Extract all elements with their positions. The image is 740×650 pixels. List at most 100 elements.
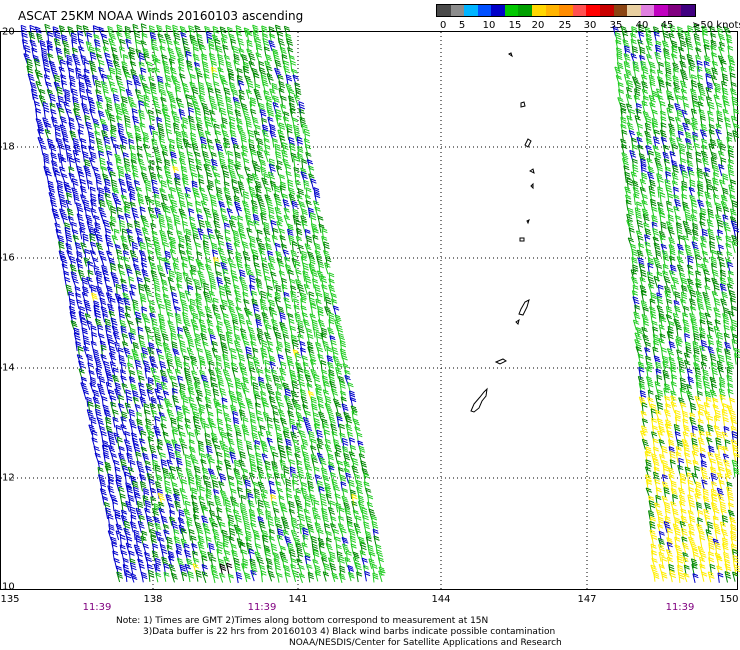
wind-barb — [207, 468, 215, 478]
wind-barb — [278, 87, 285, 99]
wind-barb — [268, 40, 276, 52]
wind-barb — [101, 444, 109, 457]
wind-barb — [90, 208, 97, 219]
wind-barb — [650, 564, 658, 576]
wind-barb — [101, 396, 108, 407]
wind-barb — [120, 424, 127, 436]
wind-barb — [693, 354, 700, 367]
wind-barb — [714, 529, 721, 541]
scale-color-4 — [491, 5, 505, 16]
wind-barb — [324, 402, 332, 414]
wind-barb — [155, 338, 163, 351]
wind-barb — [241, 200, 250, 211]
wind-barb — [266, 198, 273, 211]
wind-barb — [181, 443, 188, 456]
wind-barb — [310, 223, 318, 233]
wind-barb — [153, 503, 160, 513]
wind-barb — [130, 423, 137, 435]
wind-barb — [199, 501, 207, 514]
wind-barb — [148, 67, 155, 78]
wind-barb — [661, 249, 669, 260]
wind-barb — [707, 339, 715, 351]
wind-barb — [614, 66, 622, 78]
wind-barb — [109, 221, 116, 232]
wind-barb — [315, 331, 322, 344]
wind-barb — [316, 255, 324, 268]
wind-barb — [337, 332, 345, 344]
wind-barb — [350, 489, 357, 499]
wind-barb — [616, 53, 623, 64]
wind-barb — [233, 53, 240, 64]
wind-barb — [682, 201, 689, 211]
wind-barb — [681, 170, 689, 183]
wind-barb — [659, 333, 666, 344]
wind-barb — [129, 327, 137, 338]
wind-barb — [645, 137, 653, 148]
wind-barb — [71, 88, 78, 100]
wind-barb — [666, 90, 673, 100]
wind-barb — [291, 68, 298, 79]
wind-barb — [697, 82, 704, 93]
wind-barb — [335, 366, 342, 379]
wind-barb — [726, 405, 734, 415]
wind-barb — [219, 521, 226, 534]
wind-barb — [104, 109, 113, 121]
wind-barb — [258, 102, 265, 114]
wind-barb — [290, 431, 298, 442]
scale-tick-1: 5 — [458, 20, 466, 31]
wind-barb — [641, 199, 648, 211]
wind-barb — [186, 381, 194, 393]
wind-barb — [719, 276, 727, 289]
wind-barb — [142, 143, 150, 155]
wind-barb — [699, 534, 706, 548]
wind-barb — [669, 570, 677, 583]
wind-barb — [95, 408, 102, 421]
wind-barb — [157, 264, 164, 275]
wind-barb — [258, 381, 266, 393]
wind-barb — [304, 494, 311, 506]
wind-barb — [690, 214, 698, 226]
wind-barb — [74, 60, 81, 72]
wind-barb — [81, 327, 88, 337]
wind-barb — [68, 75, 76, 86]
wind-barb — [167, 193, 175, 205]
wind-barb — [292, 208, 299, 219]
wind-barb — [142, 360, 151, 372]
wind-barb — [85, 80, 92, 92]
wind-barb — [718, 164, 725, 177]
wind-barb — [252, 356, 260, 367]
wind-barb — [680, 382, 687, 393]
wind-barb — [635, 108, 642, 120]
wind-barb — [255, 193, 263, 204]
wind-barb — [110, 494, 118, 505]
wind-barb — [177, 375, 184, 387]
wind-barb — [221, 345, 229, 358]
wind-barb — [60, 200, 67, 212]
wind-barb — [176, 557, 184, 569]
wind-barb — [683, 352, 691, 365]
wind-barb — [115, 479, 123, 492]
wind-barb — [649, 191, 656, 204]
wind-barb — [256, 333, 264, 345]
wind-barb — [194, 521, 202, 533]
wind-barb — [234, 289, 242, 302]
wind-barb — [243, 298, 250, 310]
wind-barb — [676, 228, 683, 240]
pass-time-3: 11:39 — [665, 602, 695, 613]
wind-barb — [248, 60, 255, 72]
wind-barb — [723, 307, 730, 317]
wind-barb — [612, 25, 619, 37]
wind-barb — [729, 409, 737, 422]
wind-barb — [114, 153, 122, 163]
wind-barb — [159, 45, 166, 57]
wind-barb — [291, 257, 298, 268]
wind-barb — [305, 515, 312, 527]
wind-barb — [701, 263, 709, 275]
wind-barb — [352, 556, 360, 569]
wind-barb — [152, 45, 159, 57]
wind-barb — [692, 340, 699, 352]
wind-barb — [175, 457, 183, 470]
wind-barb — [126, 180, 133, 192]
wind-barb — [683, 206, 691, 219]
